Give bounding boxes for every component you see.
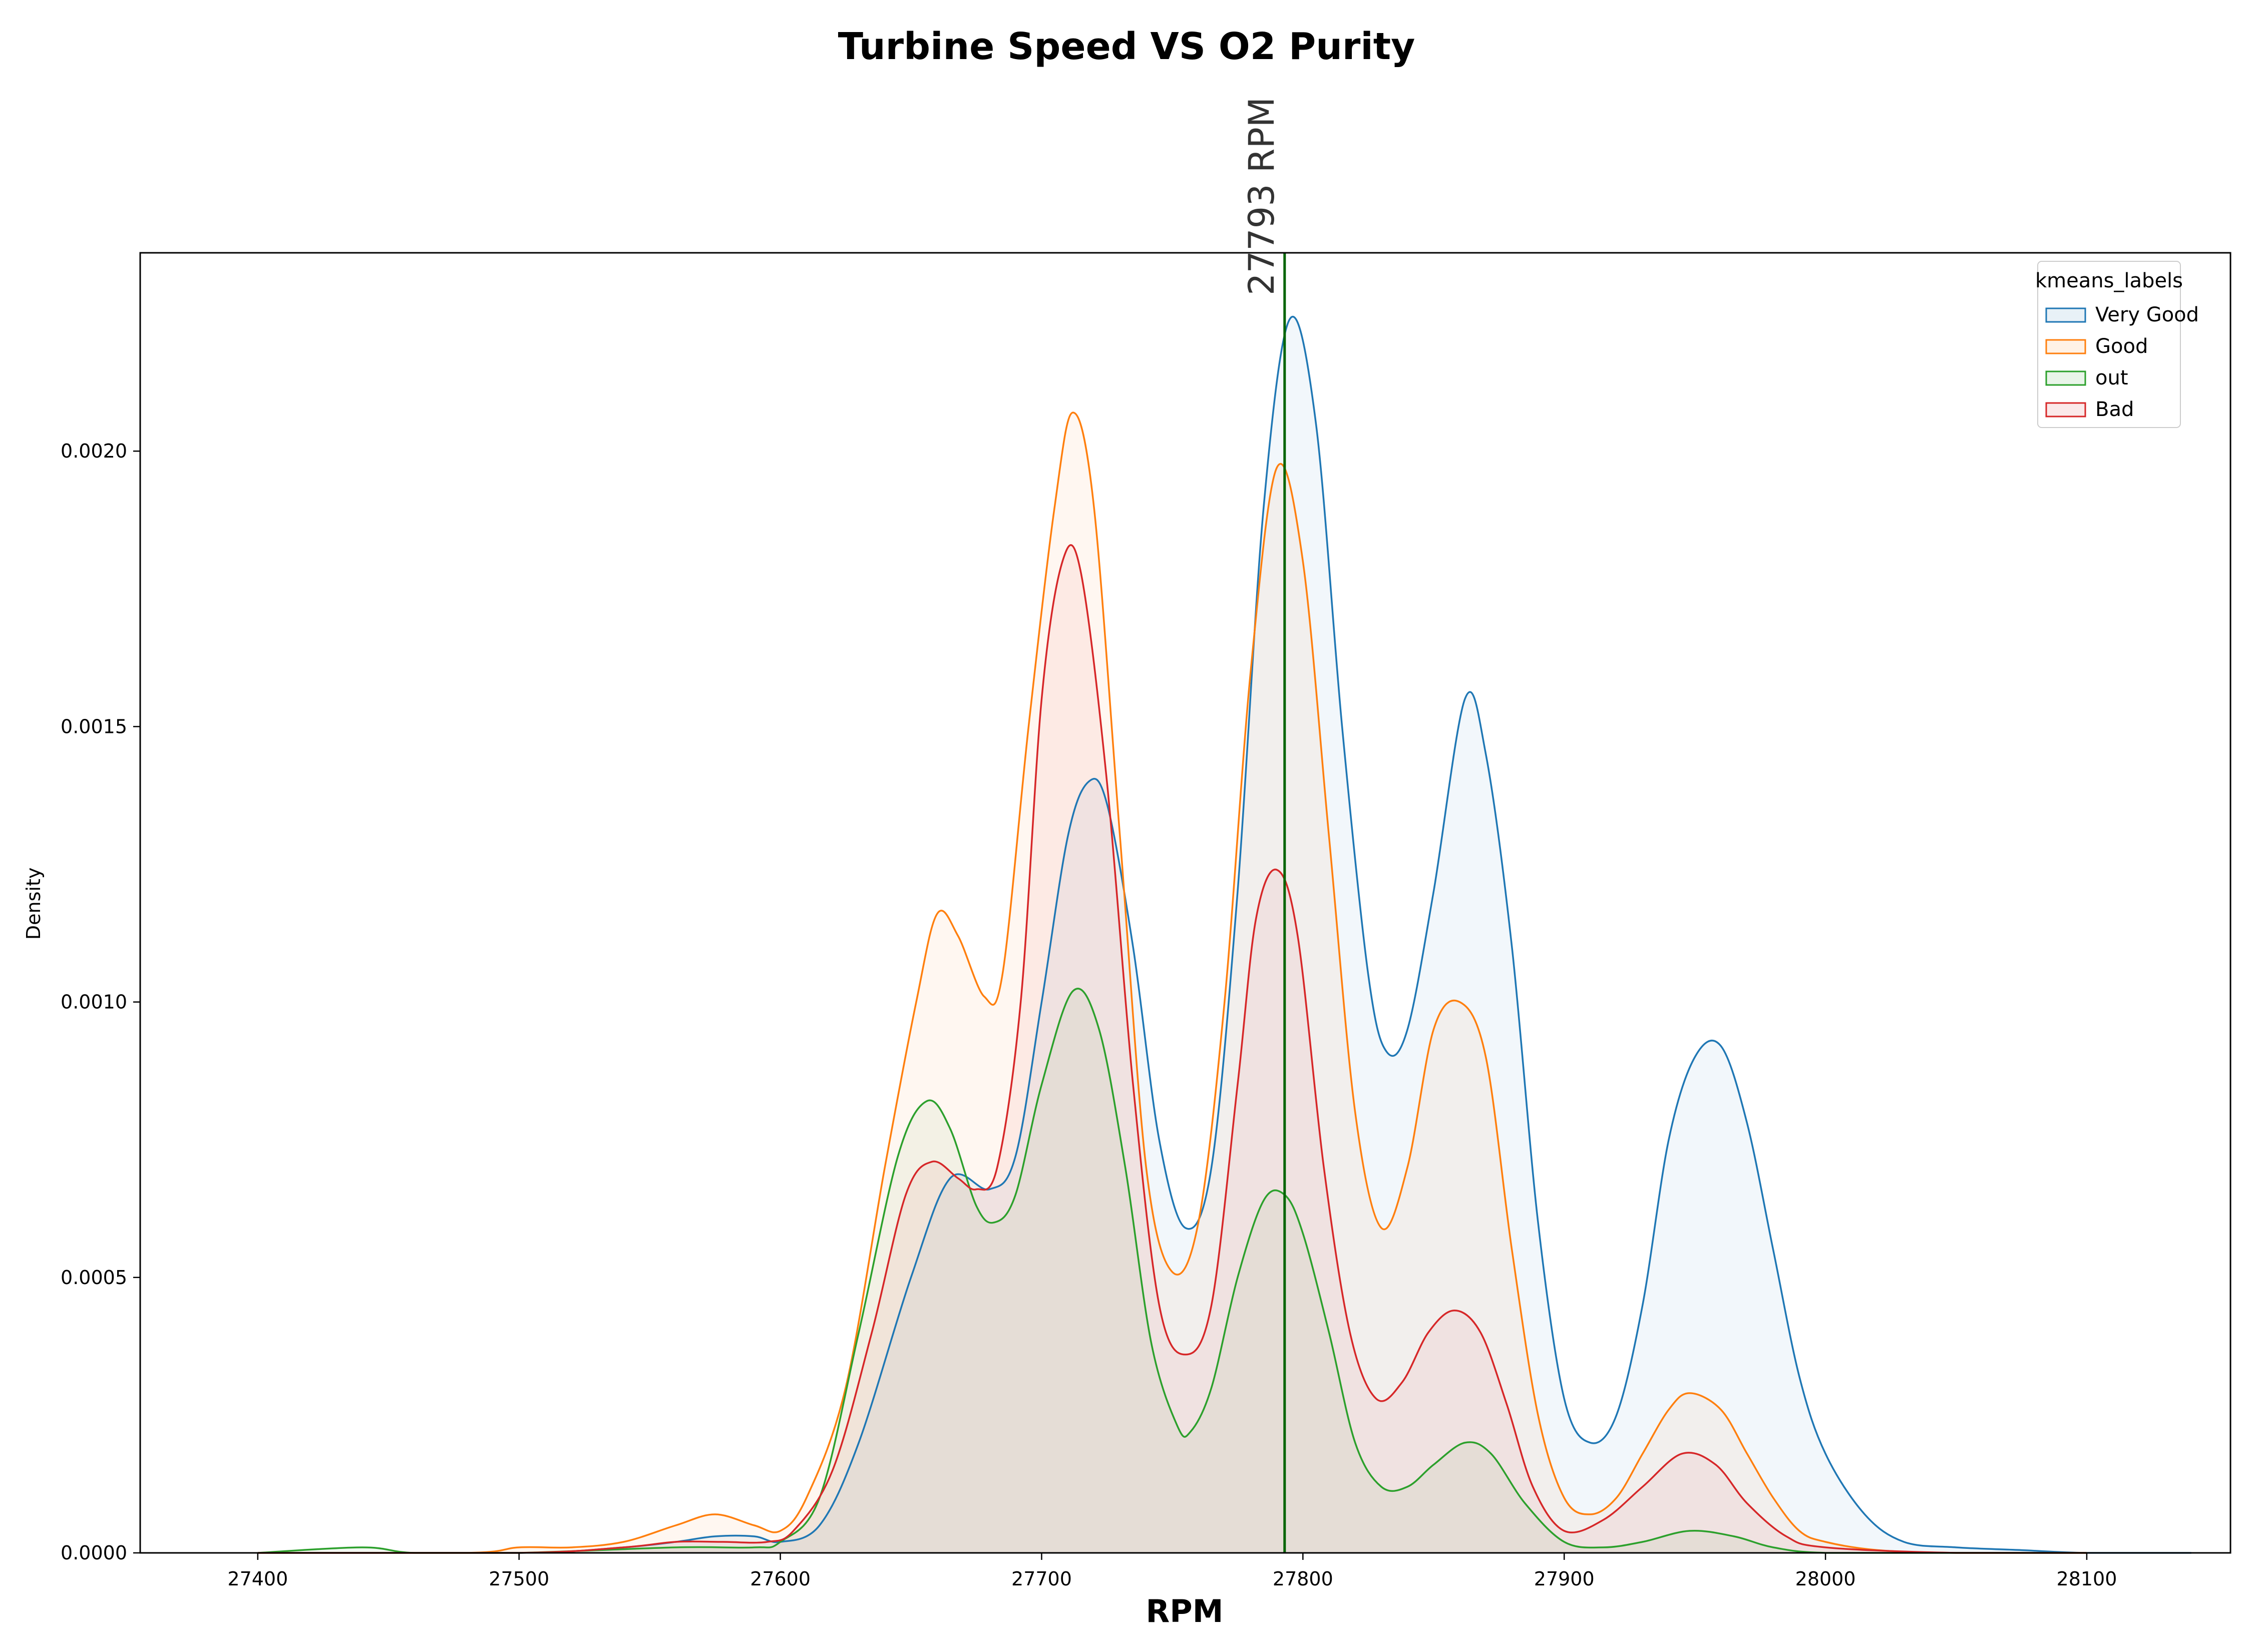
legend-title: kmeans_labels [2035,269,2183,292]
x-tick-label: 28100 [2057,1568,2117,1590]
series-area-out [257,988,2087,1553]
plot-frame [139,252,2231,1554]
legend-swatch [2045,339,2086,354]
chart-title: Turbine Speed VS O2 Purity [838,25,1415,68]
series-area-very-good [257,316,2191,1553]
x-tick-label: 27900 [1534,1568,1595,1590]
y-tick-label: 0.0015 [61,715,127,737]
y-tick-label: 0.0020 [61,440,127,462]
y-tick-label: 0.0000 [61,1542,127,1564]
x-axis: 27400 27500 27600 27700 27800 27900 28000 28100 [227,1553,2117,1590]
legend: kmeans_labels Very Good Good out Bad [2035,261,2199,428]
y-axis-label: Density [23,868,45,940]
series-line-good [257,411,2087,1554]
legend-label: Very Good [2095,303,2199,326]
legend-swatch [2045,402,2086,418]
y-tick-label: 0.0005 [61,1267,127,1289]
legend-label: out [2095,366,2128,389]
x-tick-label: 27600 [750,1568,811,1590]
series-line-out [257,988,2087,1554]
series-fills [257,316,2191,1553]
legend-swatch [2045,370,2086,386]
series-line-very-good [257,315,2191,1554]
legend-box [2037,261,2181,428]
legend-swatch [2045,307,2086,323]
series-lines [257,315,2191,1554]
x-tick-label: 27700 [1011,1568,1072,1590]
x-tick-label: 27800 [1273,1568,1333,1590]
reference-line-group: 27793 RPM [1241,97,1286,1553]
y-axis: 0.0000 0.0005 0.0010 0.0015 0.0020 [61,440,140,1564]
legend-label: Bad [2095,398,2134,421]
y-tick-label: 0.0010 [61,991,127,1013]
x-tick-label: 28000 [1795,1568,1856,1590]
x-tick-label: 27500 [489,1568,549,1590]
x-axis-label: RPM [1146,1593,1224,1629]
reference-line-label: 27793 RPM [1241,97,1282,295]
series-area-bad [257,545,2087,1553]
series-area-good [257,412,2087,1553]
x-tick-label: 27400 [227,1568,288,1590]
series-line-bad [257,544,2087,1554]
legend-label: Good [2095,335,2148,358]
